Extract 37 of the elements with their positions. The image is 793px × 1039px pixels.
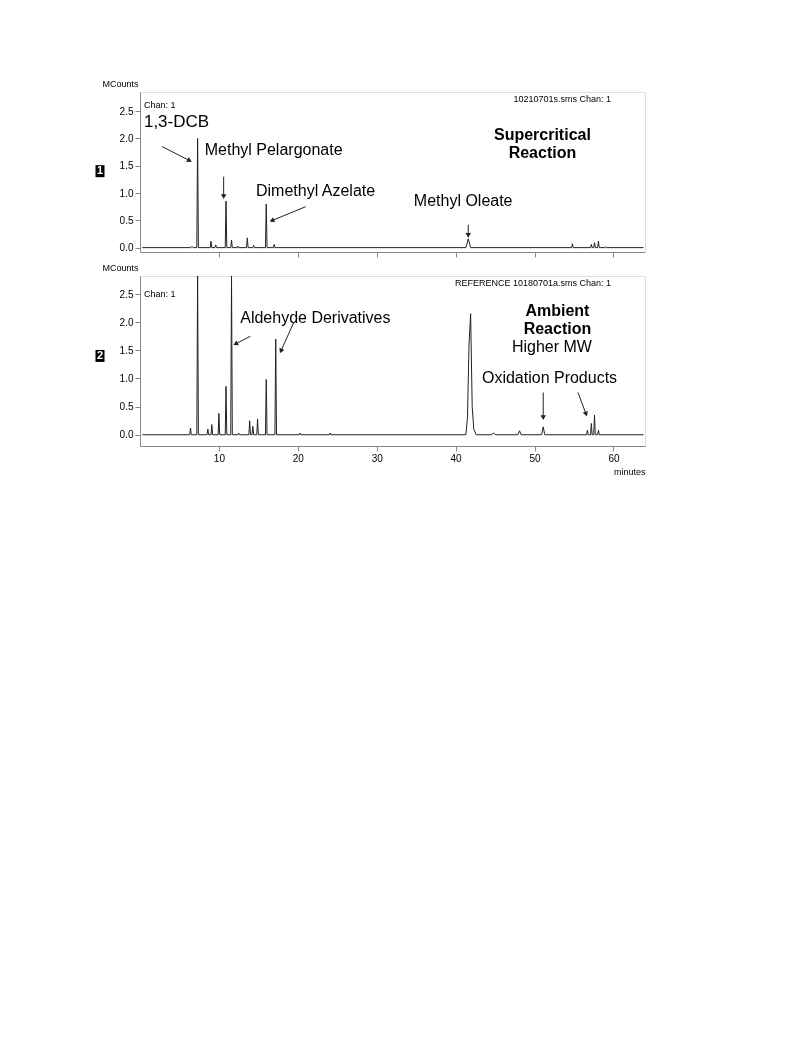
annotation: Methyl Pelargonate bbox=[204, 141, 343, 159]
annotation: Higher MW bbox=[511, 338, 593, 356]
y-axis-title: MCounts bbox=[102, 78, 139, 89]
y-tick-label: 1.5 bbox=[119, 160, 134, 172]
annotation: Supercritical Reaction bbox=[493, 125, 591, 161]
x-tick-label: 40 bbox=[450, 452, 463, 464]
y-tick-label: 0.0 bbox=[119, 242, 134, 254]
y-tick-label: 2.0 bbox=[119, 132, 134, 144]
annotation: Dimethyl Azelate bbox=[255, 181, 376, 199]
y-tick-label: 1.5 bbox=[119, 344, 134, 356]
y-tick-label: 0.0 bbox=[119, 429, 134, 441]
y-tick-label: 2.5 bbox=[119, 288, 134, 300]
x-tick-label: 30 bbox=[371, 452, 384, 464]
annotation: 10210701s.sms Chan: 1 bbox=[513, 94, 612, 105]
line-series bbox=[141, 275, 644, 436]
annotation: Ambient Reaction bbox=[523, 302, 592, 338]
x-tick-label: 10 bbox=[213, 452, 226, 464]
y-tick-label: 1.0 bbox=[119, 187, 134, 199]
text: 1 bbox=[96, 164, 104, 177]
annotation: Chan: 1 bbox=[143, 99, 176, 110]
x-tick-label: 20 bbox=[292, 452, 305, 464]
x-axis-title: minutes bbox=[613, 466, 646, 477]
y-tick-label: 1.0 bbox=[119, 372, 134, 384]
x-tick-label: 60 bbox=[608, 452, 620, 464]
annotation: Aldehyde Derivatives bbox=[240, 309, 391, 327]
annotation: Oxidation Products bbox=[481, 369, 618, 387]
y-axis-title: MCounts bbox=[102, 262, 139, 273]
y-tick-label: 0.5 bbox=[119, 401, 134, 413]
y-tick-label: 0.5 bbox=[119, 214, 134, 226]
annotation: Methyl Oleate bbox=[413, 191, 513, 209]
annotation: Chan: 1 bbox=[143, 289, 176, 300]
text: 2 bbox=[96, 348, 104, 361]
y-tick-label: 2.5 bbox=[119, 105, 134, 117]
x-tick-label: 50 bbox=[529, 452, 542, 464]
annotation: 1,3-DCB bbox=[143, 112, 210, 132]
y-tick-label: 2.0 bbox=[119, 316, 134, 328]
annotation: REFERENCE 10180701a.sms Chan: 1 bbox=[454, 277, 612, 288]
